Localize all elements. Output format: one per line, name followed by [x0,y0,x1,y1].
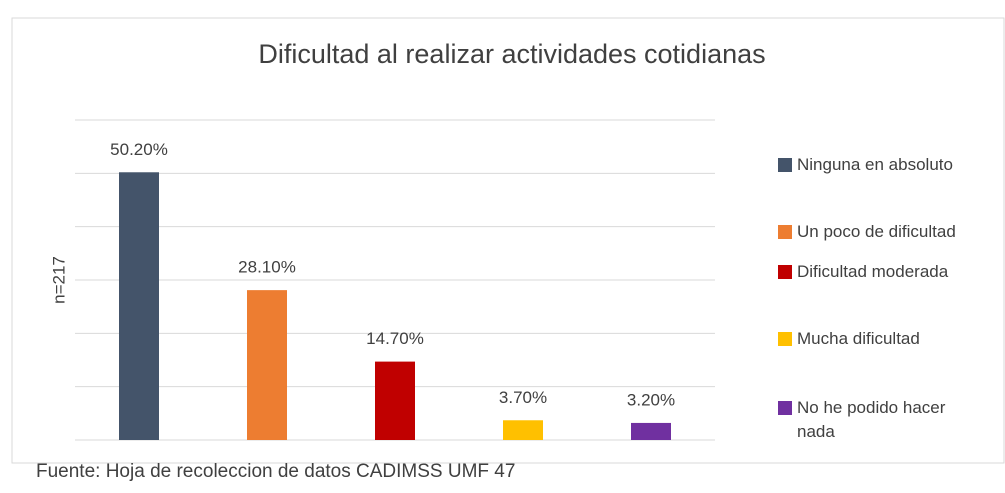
legend-entry: Dificultad moderada [778,260,1003,284]
legend-swatch [778,332,792,346]
legend-label: Un poco de dificultad [797,222,956,241]
legend-entry: No he podido hacer nada [778,396,1003,444]
data-label: 14.70% [366,329,424,348]
legend-entry: Mucha dificultad [778,327,1003,351]
legend-label: Mucha dificultad [797,329,920,348]
chart-border [11,17,1005,464]
y-axis-label: n=217 [49,256,68,304]
legend-label: No he podido hacer nada [797,398,946,441]
bar [503,420,543,440]
legend-swatch [778,158,792,172]
bar [631,422,671,440]
data-label: 3.70% [499,388,547,407]
chart-title: Dificultad al realizar actividades cotid… [258,39,765,69]
legend-swatch [778,265,792,279]
data-label: 50.20% [110,140,168,159]
legend-entry: Un poco de dificultad [778,220,1003,244]
bar [375,361,415,440]
data-label: 28.10% [238,258,296,277]
data-label: 3.20% [627,390,675,409]
legend-swatch [778,401,792,415]
legend-label: Ninguna en absoluto [797,155,953,174]
bar [247,290,287,440]
legend-entry: Ninguna en absoluto [778,153,1003,177]
legend-swatch [778,225,792,239]
bar [119,172,159,440]
source-note: Fuente: Hoja de recoleccion de datos CAD… [36,461,515,482]
legend-label: Dificultad moderada [797,262,949,281]
